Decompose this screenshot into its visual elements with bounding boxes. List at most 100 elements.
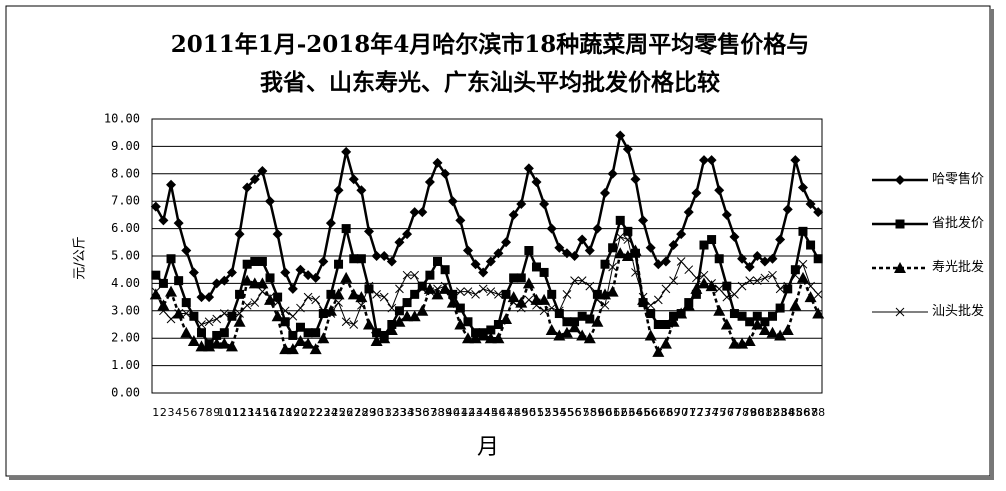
point xyxy=(296,303,305,313)
x-tick-label: 88 xyxy=(811,406,825,419)
point xyxy=(539,306,549,316)
point xyxy=(659,337,672,349)
point xyxy=(699,270,709,280)
point xyxy=(303,292,313,302)
point xyxy=(623,226,633,236)
x-tick-label: 54 xyxy=(552,406,566,419)
point xyxy=(744,261,755,272)
x-tick-label: 33 xyxy=(392,406,406,419)
point xyxy=(607,168,618,179)
point xyxy=(707,279,716,288)
point xyxy=(813,207,824,218)
point xyxy=(766,326,779,338)
point xyxy=(813,290,823,299)
point xyxy=(195,340,208,352)
point xyxy=(745,317,755,327)
point xyxy=(310,272,321,283)
point xyxy=(280,306,290,316)
x-tick-label: 34 xyxy=(400,406,414,419)
point xyxy=(492,332,505,344)
x-tick-label: 78 xyxy=(735,406,749,419)
point xyxy=(455,303,465,313)
point xyxy=(189,311,199,321)
y-tick-label: 0.00 xyxy=(111,386,140,400)
x-tick-label: 19 xyxy=(286,406,300,419)
point xyxy=(470,259,481,270)
point xyxy=(225,340,238,352)
point xyxy=(423,282,436,294)
x-tick-label: 27 xyxy=(347,406,361,419)
point xyxy=(197,320,206,329)
point xyxy=(486,287,496,296)
point xyxy=(455,215,466,226)
point xyxy=(661,284,671,294)
point xyxy=(402,229,413,240)
x-tick-label: 76 xyxy=(720,406,734,419)
point xyxy=(219,309,229,318)
point xyxy=(166,254,176,264)
point xyxy=(585,281,595,291)
point xyxy=(615,232,625,242)
y-tick-label: 2.00 xyxy=(111,331,140,345)
x-tick-label: 81 xyxy=(758,406,772,419)
point xyxy=(705,280,718,292)
point xyxy=(288,311,298,321)
point xyxy=(334,259,344,269)
point xyxy=(569,251,580,261)
point xyxy=(387,303,397,313)
point xyxy=(272,229,283,240)
x-tick-label: 80 xyxy=(750,406,764,419)
point xyxy=(439,282,452,294)
point xyxy=(394,306,404,316)
x-tick-label: 15 xyxy=(255,406,269,419)
point xyxy=(692,273,701,283)
x-tick-label: 52 xyxy=(537,406,551,419)
x-tick-label: 87 xyxy=(804,406,818,419)
point xyxy=(622,144,633,155)
x-tick-label: 77 xyxy=(727,406,741,419)
point xyxy=(271,310,284,322)
point xyxy=(226,267,237,278)
point xyxy=(653,259,664,270)
point xyxy=(204,317,214,327)
point xyxy=(895,307,905,317)
point xyxy=(798,259,808,269)
point xyxy=(615,215,625,225)
point xyxy=(722,292,732,302)
point xyxy=(484,332,497,344)
point xyxy=(522,277,535,289)
point xyxy=(600,300,610,310)
series xyxy=(150,130,824,303)
point xyxy=(379,292,389,302)
point xyxy=(462,245,473,256)
point xyxy=(676,257,686,266)
point xyxy=(210,337,223,349)
point xyxy=(653,320,663,329)
point xyxy=(425,287,435,296)
x-tick-label: 5 xyxy=(183,406,190,419)
point xyxy=(729,309,739,319)
point xyxy=(158,278,168,288)
point xyxy=(325,218,336,229)
point xyxy=(751,318,764,330)
x-tick-label: 84 xyxy=(781,406,795,419)
point xyxy=(661,320,671,329)
point xyxy=(768,270,777,280)
point xyxy=(196,292,207,303)
point xyxy=(524,246,534,256)
y-tick-label: 10.00 xyxy=(104,112,140,126)
x-tick-label: 53 xyxy=(545,406,559,419)
point xyxy=(241,274,254,286)
point xyxy=(257,166,268,177)
point xyxy=(309,343,322,355)
point xyxy=(509,298,519,307)
point xyxy=(166,179,177,190)
chart-frame xyxy=(5,5,991,477)
x-tick-label: 45 xyxy=(484,406,498,419)
point xyxy=(683,207,694,218)
point xyxy=(265,273,275,283)
x-tick-label: 59 xyxy=(590,406,604,419)
x-tick-label: 60 xyxy=(598,406,612,419)
point xyxy=(446,296,459,308)
point xyxy=(294,334,307,346)
